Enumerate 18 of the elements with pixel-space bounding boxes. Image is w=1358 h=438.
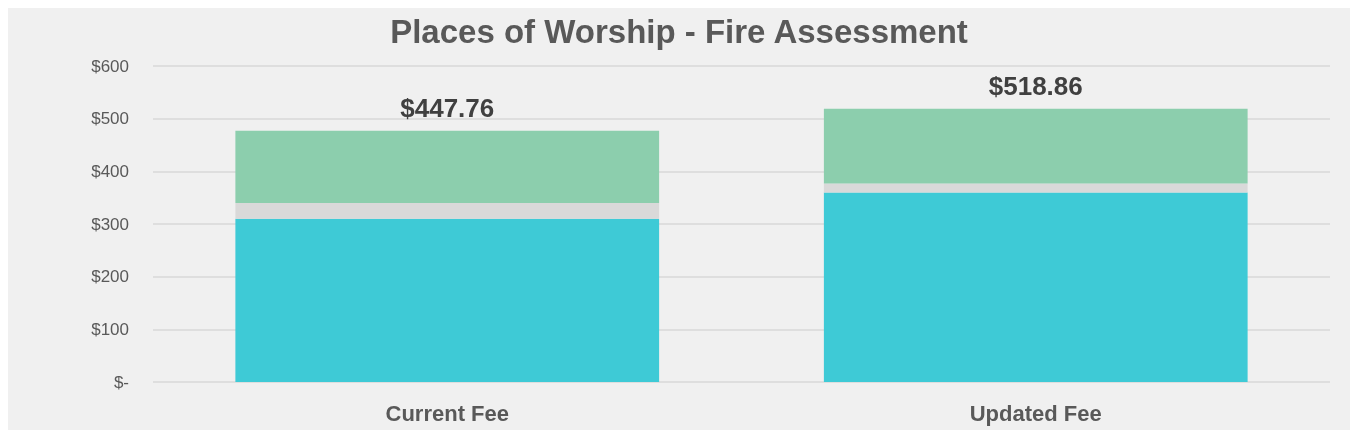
annotation: $447.76 [400, 92, 495, 123]
y-tick-label: $200 [91, 267, 129, 287]
bar [235, 130, 660, 203]
x-tick-label: Updated Fee [969, 400, 1102, 426]
y-tick-label: $- [113, 372, 129, 392]
bar [823, 108, 1248, 184]
y-tick-label: $400 [91, 161, 129, 181]
y-tick-label: $500 [91, 109, 129, 129]
bar [235, 202, 660, 219]
bar [235, 218, 660, 382]
y-tick-label: $300 [91, 214, 129, 234]
y-tick-label: $100 [91, 319, 129, 339]
chart-title: Places of Worship - Fire Assessment [390, 13, 968, 50]
y-tick-label: $600 [91, 56, 129, 76]
x-tick-label: Current Fee [385, 400, 509, 426]
annotation: $518.86 [988, 70, 1083, 101]
bar [823, 183, 1248, 193]
bar [823, 192, 1248, 382]
